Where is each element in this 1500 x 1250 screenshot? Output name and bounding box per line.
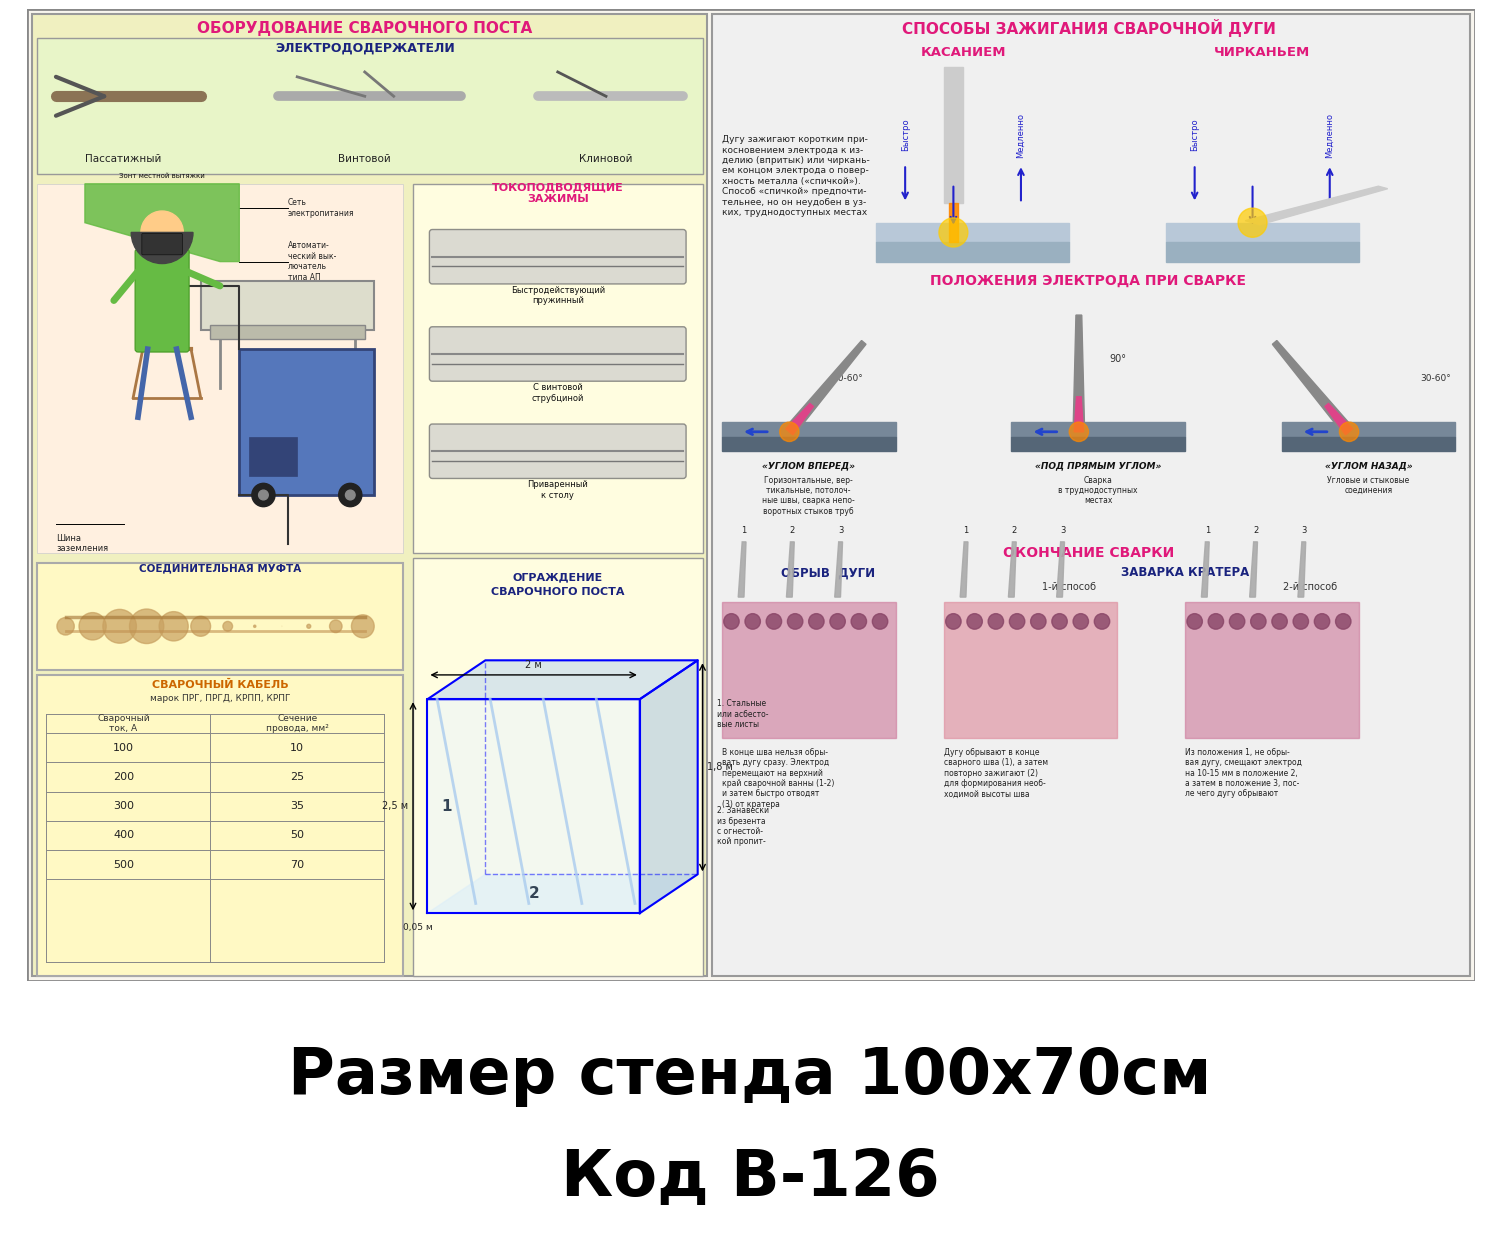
Polygon shape [1185,602,1359,738]
Polygon shape [1074,396,1083,431]
Text: ТОКОПОДВОДЯЩИЕ
ЗАЖИМЫ: ТОКОПОДВОДЯЩИЕ ЗАЖИМЫ [492,182,624,204]
Text: 500: 500 [112,860,134,870]
Polygon shape [1011,436,1185,451]
Text: 50: 50 [290,830,304,840]
Text: 2-й способ: 2-й способ [1284,582,1338,592]
Text: ОГРАЖДЕНИЕ: ОГРАЖДЕНИЕ [513,572,603,582]
FancyBboxPatch shape [429,326,686,381]
Text: Сварочный
ток, А: Сварочный ток, А [98,714,150,734]
Text: ПОЛОЖЕНИЯ ЭЛЕКТРОДА ПРИ СВАРКЕ: ПОЛОЖЕНИЯ ЭЛЕКТРОДА ПРИ СВАРКЕ [930,274,1246,288]
Polygon shape [1281,422,1455,436]
Text: 35: 35 [290,801,304,811]
Polygon shape [722,602,896,738]
Text: «ПОД ПРЯМЫМ УГЛОМ»: «ПОД ПРЯМЫМ УГЛОМ» [1035,461,1161,470]
Circle shape [258,490,268,500]
Polygon shape [722,436,896,451]
Circle shape [1095,614,1110,629]
Circle shape [723,614,740,629]
Circle shape [1340,422,1359,441]
Circle shape [780,422,800,441]
Circle shape [968,614,982,629]
Polygon shape [1072,315,1084,431]
Circle shape [57,618,75,635]
Text: Горизонтальные, вер-
тикальные, потолоч-
ные швы, сварка непо-
воротных стыков т: Горизонтальные, вер- тикальные, потолоч-… [762,475,855,516]
Text: СОЕДИНИТЕЛЬНАЯ МУФТА: СОЕДИНИТЕЛЬНАЯ МУФТА [140,562,302,572]
Text: Приваренный
к столу: Приваренный к столу [528,480,588,500]
Circle shape [746,614,760,629]
Circle shape [1230,614,1245,629]
FancyBboxPatch shape [210,325,364,340]
Text: 2: 2 [789,526,795,535]
Text: Медленно: Медленно [1017,112,1026,158]
Text: 1: 1 [441,799,452,814]
Text: 30-60°: 30-60° [833,374,862,382]
Polygon shape [1166,222,1359,243]
Text: ЗАВАРКА КРАТЕРА: ЗАВАРКА КРАТЕРА [1120,566,1250,579]
Circle shape [254,625,257,628]
Circle shape [339,484,362,506]
Polygon shape [876,222,1070,243]
Polygon shape [834,541,843,598]
Text: 3: 3 [1060,526,1065,535]
Polygon shape [1008,541,1016,598]
Circle shape [808,614,824,629]
Polygon shape [86,184,240,261]
Text: 1: 1 [963,526,969,535]
Polygon shape [1011,422,1185,436]
Text: 3: 3 [1300,526,1306,535]
Text: «УГЛОМ ВПЕРЕД»: «УГЛОМ ВПЕРЕД» [762,461,855,470]
Text: Сварка
в труднодоступных
местах: Сварка в труднодоступных местах [1059,475,1138,505]
Text: 100: 100 [112,742,134,752]
Text: 200: 200 [112,772,134,782]
Polygon shape [1202,541,1209,598]
Polygon shape [948,204,958,242]
Text: 1: 1 [741,526,747,535]
Text: 1. Стальные
или асбесто-
вые листы: 1. Стальные или асбесто- вые листы [717,699,768,729]
Text: СВАРОЧНЫЙ КАБЕЛЬ: СВАРОЧНЫЙ КАБЕЛЬ [152,680,288,690]
Text: Дугу зажигают коротким при-
косновением электрода к из-
делию (впритык) или чирк: Дугу зажигают коротким при- косновением … [722,135,870,218]
Circle shape [1010,614,1025,629]
Text: Быстродействующий
пружинный: Быстродействующий пружинный [510,286,604,305]
Circle shape [766,614,782,629]
FancyBboxPatch shape [429,230,686,284]
Text: 400: 400 [112,830,134,840]
Text: Код В-126: Код В-126 [561,1148,939,1209]
Circle shape [1186,614,1203,629]
Text: Сеть
электропитания: Сеть электропитания [288,199,354,217]
Text: Дугу обрывают в конце
сварного шва (1), а затем
повторно зажигают (2)
для формир: Дугу обрывают в конце сварного шва (1), … [944,748,1048,799]
Circle shape [1314,614,1329,629]
FancyBboxPatch shape [712,14,1470,976]
Text: Быстро: Быстро [900,119,909,151]
Circle shape [252,484,274,506]
FancyBboxPatch shape [201,281,375,330]
Text: «УГЛОМ НАЗАД»: «УГЛОМ НАЗАД» [1324,461,1412,470]
FancyBboxPatch shape [429,424,686,479]
Polygon shape [722,422,896,436]
Polygon shape [1056,541,1065,598]
Circle shape [1251,614,1266,629]
Circle shape [939,217,968,248]
Circle shape [945,614,962,629]
Circle shape [345,490,355,500]
Text: 1-й способ: 1-й способ [1042,582,1096,592]
Text: 2: 2 [1252,526,1258,535]
Polygon shape [786,541,795,598]
Text: Зонт местной вытяжки: Зонт местной вытяжки [118,173,206,179]
Text: 2: 2 [528,886,538,901]
Circle shape [1335,614,1352,629]
Polygon shape [427,874,698,914]
Text: 300: 300 [112,801,134,811]
Text: Медленно: Медленно [1326,112,1335,158]
Circle shape [1070,422,1089,441]
Polygon shape [1298,541,1305,598]
FancyBboxPatch shape [36,38,702,174]
Text: 90°: 90° [1108,354,1126,364]
Text: ЧИРКАНЬЕМ: ЧИРКАНЬЕМ [1214,46,1311,59]
Text: 10: 10 [290,742,304,752]
Circle shape [1293,614,1308,629]
Text: 2. Занавески
из брезента
с огнестой-
кой пропит-: 2. Занавески из брезента с огнестой- кой… [717,806,770,846]
FancyBboxPatch shape [240,349,375,495]
Text: 25: 25 [290,772,304,782]
Circle shape [159,611,188,641]
Text: Винтовой: Винтовой [339,155,392,165]
